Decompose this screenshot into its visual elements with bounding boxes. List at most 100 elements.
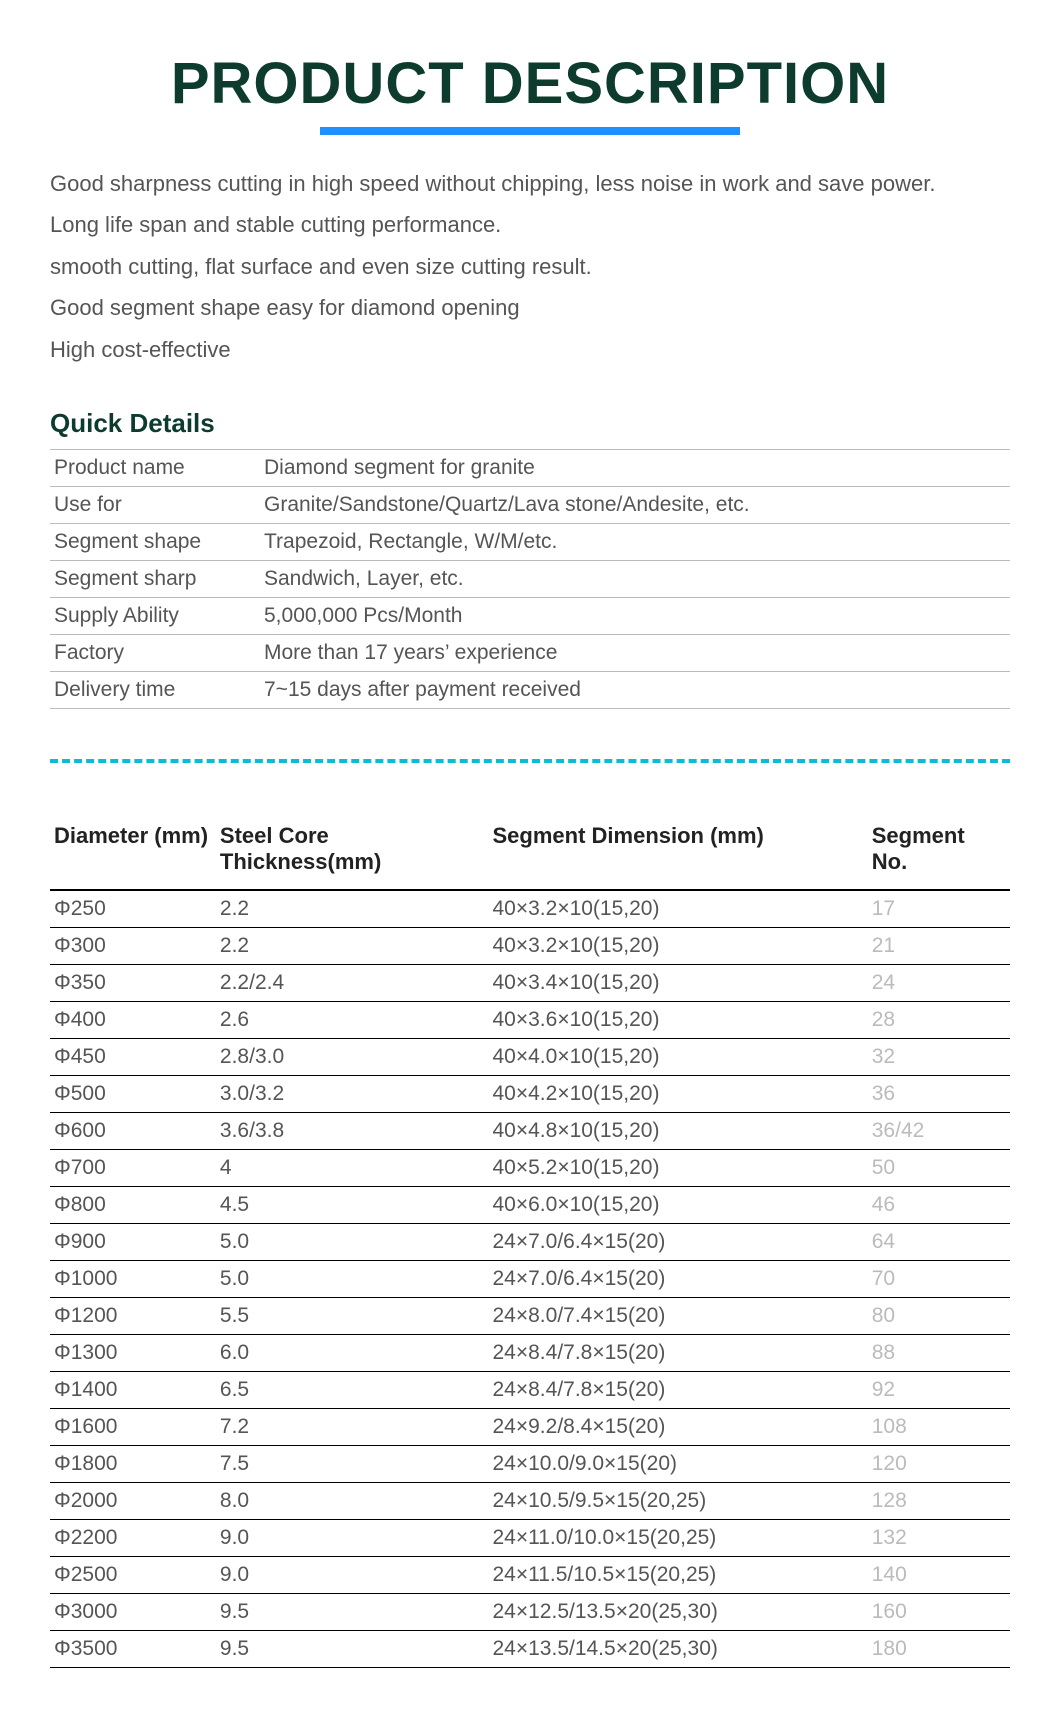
spec-row: Φ3502.2/2.440×3.4×10(15,20)24 — [50, 964, 1010, 1001]
page: PRODUCT DESCRIPTION Good sharpness cutti… — [0, 0, 1060, 1708]
spec-row: Φ12005.524×8.0/7.4×15(20)80 — [50, 1297, 1010, 1334]
cell-diameter: Φ1400 — [50, 1371, 216, 1408]
quick-details-heading: Quick Details — [50, 408, 1010, 439]
details-value: Diamond segment for granite — [260, 449, 1010, 486]
cell-segno: 21 — [868, 927, 1010, 964]
dashed-divider — [50, 759, 1010, 763]
cell-dimension: 24×8.0/7.4×15(20) — [489, 1297, 868, 1334]
spec-row: Φ18007.524×10.0/9.0×15(20)120 — [50, 1445, 1010, 1482]
cell-dimension: 40×5.2×10(15,20) — [489, 1149, 868, 1186]
details-row: FactoryMore than 17 years’ experience — [50, 634, 1010, 671]
description-item: High cost-effective — [50, 331, 1010, 368]
cell-core: 4.5 — [216, 1186, 489, 1223]
spec-header-row: Diameter (mm) Steel Core Thickness(mm) S… — [50, 813, 1010, 890]
cell-core: 3.0/3.2 — [216, 1075, 489, 1112]
details-label: Factory — [50, 634, 260, 671]
cell-dimension: 24×8.4/7.8×15(20) — [489, 1334, 868, 1371]
cell-segno: 120 — [868, 1445, 1010, 1482]
cell-segno: 50 — [868, 1149, 1010, 1186]
cell-core: 9.0 — [216, 1519, 489, 1556]
cell-segno: 28 — [868, 1001, 1010, 1038]
cell-core: 3.6/3.8 — [216, 1112, 489, 1149]
title-section: PRODUCT DESCRIPTION — [50, 50, 1010, 135]
details-value: More than 17 years’ experience — [260, 634, 1010, 671]
cell-dimension: 24×9.2/8.4×15(20) — [489, 1408, 868, 1445]
cell-core: 5.0 — [216, 1223, 489, 1260]
header-core: Steel Core Thickness(mm) — [216, 813, 489, 890]
cell-core: 2.2 — [216, 927, 489, 964]
cell-diameter: Φ500 — [50, 1075, 216, 1112]
cell-core: 9.5 — [216, 1593, 489, 1630]
details-row: Segment sharpSandwich, Layer, etc. — [50, 560, 1010, 597]
cell-dimension: 40×3.2×10(15,20) — [489, 927, 868, 964]
cell-dimension: 40×3.6×10(15,20) — [489, 1001, 868, 1038]
cell-dimension: 40×4.2×10(15,20) — [489, 1075, 868, 1112]
cell-core: 7.5 — [216, 1445, 489, 1482]
spec-row: Φ30009.524×12.5/13.5×20(25,30)160 — [50, 1593, 1010, 1630]
cell-diameter: Φ900 — [50, 1223, 216, 1260]
details-row: Product nameDiamond segment for granite — [50, 449, 1010, 486]
cell-diameter: Φ1300 — [50, 1334, 216, 1371]
cell-diameter: Φ1000 — [50, 1260, 216, 1297]
cell-diameter: Φ450 — [50, 1038, 216, 1075]
cell-core: 2.2 — [216, 890, 489, 928]
cell-core: 7.2 — [216, 1408, 489, 1445]
spec-row: Φ9005.024×7.0/6.4×15(20)64 — [50, 1223, 1010, 1260]
description-item: Long life span and stable cutting perfor… — [50, 206, 1010, 243]
cell-core: 5.5 — [216, 1297, 489, 1334]
cell-core: 6.0 — [216, 1334, 489, 1371]
spec-row: Φ16007.224×9.2/8.4×15(20)108 — [50, 1408, 1010, 1445]
page-title: PRODUCT DESCRIPTION — [50, 50, 1010, 117]
cell-dimension: 40×4.0×10(15,20) — [489, 1038, 868, 1075]
spec-row: Φ14006.524×8.4/7.8×15(20)92 — [50, 1371, 1010, 1408]
spec-row: Φ10005.024×7.0/6.4×15(20)70 — [50, 1260, 1010, 1297]
cell-segno: 128 — [868, 1482, 1010, 1519]
cell-diameter: Φ3000 — [50, 1593, 216, 1630]
cell-segno: 64 — [868, 1223, 1010, 1260]
spec-row: Φ3002.240×3.2×10(15,20)21 — [50, 927, 1010, 964]
cell-diameter: Φ2200 — [50, 1519, 216, 1556]
cell-dimension: 24×11.0/10.0×15(20,25) — [489, 1519, 868, 1556]
cell-segno: 180 — [868, 1630, 1010, 1667]
cell-diameter: Φ1600 — [50, 1408, 216, 1445]
cell-core: 4 — [216, 1149, 489, 1186]
cell-core: 9.0 — [216, 1556, 489, 1593]
cell-diameter: Φ3500 — [50, 1630, 216, 1667]
cell-dimension: 24×13.5/14.5×20(25,30) — [489, 1630, 868, 1667]
spec-row: Φ4502.8/3.040×4.0×10(15,20)32 — [50, 1038, 1010, 1075]
quick-details-table: Product nameDiamond segment for graniteU… — [50, 449, 1010, 709]
cell-dimension: 40×3.4×10(15,20) — [489, 964, 868, 1001]
spec-row: Φ20008.024×10.5/9.5×15(20,25)128 — [50, 1482, 1010, 1519]
cell-diameter: Φ600 — [50, 1112, 216, 1149]
cell-segno: 17 — [868, 890, 1010, 928]
header-diameter: Diameter (mm) — [50, 813, 216, 890]
cell-dimension: 24×10.0/9.0×15(20) — [489, 1445, 868, 1482]
cell-diameter: Φ1800 — [50, 1445, 216, 1482]
cell-segno: 32 — [868, 1038, 1010, 1075]
cell-dimension: 40×4.8×10(15,20) — [489, 1112, 868, 1149]
cell-dimension: 24×8.4/7.8×15(20) — [489, 1371, 868, 1408]
cell-diameter: Φ250 — [50, 890, 216, 928]
cell-core: 6.5 — [216, 1371, 489, 1408]
header-segno: Segment No. — [868, 813, 1010, 890]
spec-row: Φ2502.240×3.2×10(15,20)17 — [50, 890, 1010, 928]
spec-table: Diameter (mm) Steel Core Thickness(mm) S… — [50, 813, 1010, 1668]
spec-row: Φ4002.640×3.6×10(15,20)28 — [50, 1001, 1010, 1038]
cell-segno: 70 — [868, 1260, 1010, 1297]
cell-segno: 132 — [868, 1519, 1010, 1556]
cell-segno: 140 — [868, 1556, 1010, 1593]
spec-row: Φ700440×5.2×10(15,20)50 — [50, 1149, 1010, 1186]
description-item: Good segment shape easy for diamond open… — [50, 289, 1010, 326]
details-label: Segment shape — [50, 523, 260, 560]
description-list: Good sharpness cutting in high speed wit… — [50, 165, 1010, 368]
cell-core: 2.2/2.4 — [216, 964, 489, 1001]
cell-dimension: 40×3.2×10(15,20) — [489, 890, 868, 928]
cell-dimension: 24×7.0/6.4×15(20) — [489, 1223, 868, 1260]
cell-diameter: Φ2000 — [50, 1482, 216, 1519]
cell-core: 2.8/3.0 — [216, 1038, 489, 1075]
details-value: 7~15 days after payment received — [260, 671, 1010, 708]
cell-dimension: 24×11.5/10.5×15(20,25) — [489, 1556, 868, 1593]
details-row: Delivery time7~15 days after payment rec… — [50, 671, 1010, 708]
details-value: Trapezoid, Rectangle, W/M/etc. — [260, 523, 1010, 560]
spec-row: Φ13006.024×8.4/7.8×15(20)88 — [50, 1334, 1010, 1371]
